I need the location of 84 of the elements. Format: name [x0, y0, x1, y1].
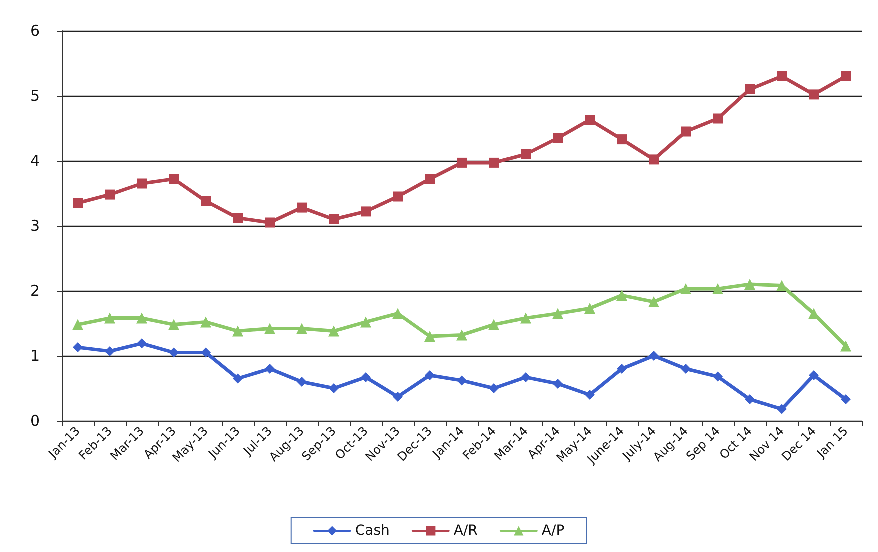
point	[649, 351, 659, 361]
point	[840, 340, 852, 352]
point	[489, 384, 499, 394]
point	[744, 279, 756, 290]
point	[233, 213, 243, 224]
point	[617, 364, 627, 374]
point	[297, 202, 307, 213]
point	[73, 198, 83, 208]
point	[713, 372, 723, 382]
point	[488, 319, 500, 330]
point	[137, 338, 147, 349]
point	[329, 214, 339, 224]
point	[681, 126, 691, 137]
point	[137, 178, 147, 189]
y-tick-label: 1	[30, 347, 40, 365]
point	[521, 372, 531, 382]
y-tick-label: 3	[30, 217, 40, 235]
point	[73, 342, 83, 353]
point	[552, 308, 564, 320]
point	[168, 319, 180, 330]
point	[745, 84, 755, 94]
point	[649, 154, 659, 165]
point	[712, 284, 724, 295]
point	[72, 319, 84, 330]
point	[360, 316, 372, 328]
y-tick-label: 4	[30, 152, 40, 170]
point	[393, 192, 403, 202]
point	[136, 312, 148, 324]
point	[361, 372, 371, 382]
point	[809, 370, 819, 380]
y-tick-label: 6	[30, 22, 40, 40]
point	[456, 330, 468, 341]
legend-label: A/R	[454, 523, 478, 539]
point	[169, 174, 179, 184]
point	[777, 72, 787, 82]
point	[169, 348, 179, 358]
legend-label: Cash	[355, 523, 390, 539]
point	[265, 364, 275, 374]
legend-label: A/P	[542, 523, 565, 539]
point	[648, 296, 660, 308]
point	[105, 190, 115, 200]
point	[681, 364, 691, 374]
point	[809, 90, 819, 100]
point	[841, 72, 851, 82]
point	[841, 394, 851, 405]
point	[713, 114, 723, 124]
point	[201, 348, 211, 358]
point	[425, 174, 435, 184]
point	[233, 374, 243, 384]
point	[425, 370, 435, 380]
point	[297, 377, 307, 387]
point	[457, 158, 467, 168]
point	[105, 346, 115, 356]
point	[392, 308, 404, 320]
point	[200, 316, 212, 328]
point	[521, 150, 531, 160]
point	[745, 394, 755, 405]
point	[265, 218, 275, 228]
point	[329, 384, 339, 394]
point	[585, 115, 595, 126]
point	[553, 133, 563, 144]
point	[393, 392, 403, 402]
point	[585, 390, 595, 400]
point	[232, 326, 244, 337]
y-tick-label: 5	[30, 87, 40, 105]
y-tick-label: 2	[30, 282, 40, 300]
point	[361, 206, 371, 217]
point	[104, 312, 116, 324]
point	[776, 280, 788, 292]
point	[617, 134, 627, 145]
point	[201, 196, 211, 206]
point	[328, 326, 340, 337]
point	[296, 323, 308, 334]
point	[457, 376, 467, 386]
point	[616, 290, 628, 302]
point	[424, 331, 436, 342]
point	[520, 312, 532, 324]
y-tick-label: 0	[30, 412, 40, 430]
point	[553, 378, 563, 389]
point	[680, 284, 692, 295]
point	[489, 158, 499, 168]
point	[777, 404, 787, 414]
point	[264, 323, 276, 334]
point	[584, 303, 596, 314]
